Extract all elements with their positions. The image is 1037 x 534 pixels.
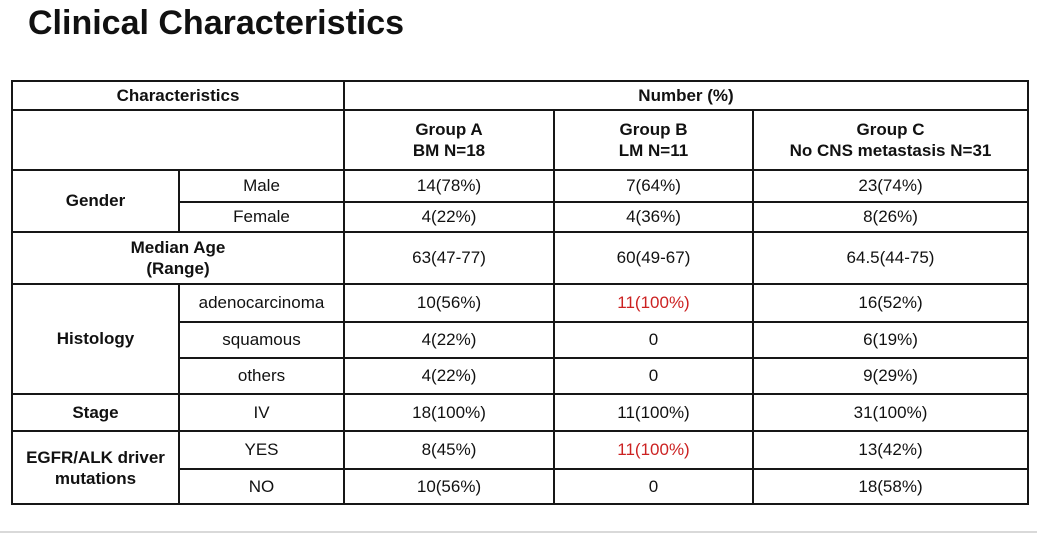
cell-squamous-group-a: 4(22%)	[343, 321, 555, 359]
cell-stage-group-a: 18(100%)	[343, 393, 555, 432]
clinical-characteristics-table: Characteristics Number (%) Group A BM N=…	[11, 80, 1029, 505]
row-label-egfr-alk-mutations: EGFR/ALK driver mutations	[11, 430, 180, 505]
group-header-row: Group A BM N=18 Group B LM N=11 Group C …	[11, 109, 1029, 171]
number-percent-header-cell: Number (%)	[343, 80, 1029, 111]
row-label-histology: Histology	[11, 283, 180, 395]
table-row: squamous 4(22%) 0 6(19%)	[12, 321, 1029, 359]
sub-label-male: Male	[178, 169, 345, 203]
group-b-header-cell: Group B LM N=11	[553, 109, 754, 171]
cell-mutations-yes-group-a: 8(45%)	[343, 430, 555, 470]
cell-adenocarcinoma-group-b: 11(100%)	[553, 283, 754, 323]
cell-adenocarcinoma-group-c: 16(52%)	[752, 283, 1029, 323]
table-row: Female 4(22%) 4(36%) 8(26%)	[12, 201, 1029, 233]
cell-squamous-group-c: 6(19%)	[752, 321, 1029, 359]
cell-male-group-c: 23(74%)	[752, 169, 1029, 203]
sub-label-stage-iv: IV	[178, 393, 345, 432]
sub-label-squamous: squamous	[178, 321, 345, 359]
row-label-gender: Gender	[11, 169, 180, 233]
table-row: others 4(22%) 0 9(29%)	[12, 357, 1029, 395]
cell-stage-group-b: 11(100%)	[553, 393, 754, 432]
table-row: EGFR/ALK driver mutations YES 8(45%) 11(…	[11, 430, 1029, 505]
sub-label-others: others	[178, 357, 345, 395]
cell-female-group-c: 8(26%)	[752, 201, 1029, 233]
characteristics-header-cell: Characteristics	[11, 80, 345, 111]
cell-stage-group-c: 31(100%)	[752, 393, 1029, 432]
group-a-header-cell: Group A BM N=18	[343, 109, 555, 171]
sub-label-adenocarcinoma: adenocarcinoma	[178, 283, 345, 323]
cell-mutations-yes-group-c: 13(42%)	[752, 430, 1029, 470]
sub-label-female: Female	[178, 201, 345, 233]
cell-others-group-a: 4(22%)	[343, 357, 555, 395]
cell-male-group-b: 7(64%)	[553, 169, 754, 203]
row-label-median-age: Median Age (Range)	[11, 231, 345, 285]
cell-female-group-a: 4(22%)	[343, 201, 555, 233]
table-row: NO 10(56%) 0 18(58%)	[12, 468, 1029, 505]
table-row: Histology adenocarcinoma 10(56%) 11(100%…	[11, 283, 1029, 395]
cell-mutations-yes-group-b: 11(100%)	[553, 430, 754, 470]
cell-male-group-a: 14(78%)	[343, 169, 555, 203]
table-header-row: Characteristics Number (%)	[11, 80, 1029, 111]
cell-median-age-group-b: 60(49-67)	[553, 231, 754, 285]
cell-mutations-no-group-a: 10(56%)	[343, 468, 555, 505]
cell-others-group-b: 0	[553, 357, 754, 395]
cell-others-group-c: 9(29%)	[752, 357, 1029, 395]
sub-label-no: NO	[178, 468, 345, 505]
cell-female-group-b: 4(36%)	[553, 201, 754, 233]
group-c-header-cell: Group C No CNS metastasis N=31	[752, 109, 1029, 171]
cell-squamous-group-b: 0	[553, 321, 754, 359]
sub-label-yes: YES	[178, 430, 345, 470]
cell-adenocarcinoma-group-a: 10(56%)	[343, 283, 555, 323]
empty-corner-cell	[11, 109, 345, 171]
row-label-stage: Stage	[11, 393, 180, 432]
cell-median-age-group-a: 63(47-77)	[343, 231, 555, 285]
table-row: Median Age (Range) 63(47-77) 60(49-67) 6…	[11, 231, 1029, 285]
page-title: Clinical Characteristics	[28, 4, 405, 42]
slide-bottom-edge	[0, 531, 1037, 533]
median-age-label-text: Median Age (Range)	[130, 238, 226, 278]
cell-mutations-no-group-c: 18(58%)	[752, 468, 1029, 505]
cell-mutations-no-group-b: 0	[553, 468, 754, 505]
table-row: Gender Male 14(78%) 7(64%) 23(74%)	[11, 169, 1029, 233]
table-row: Stage IV 18(100%) 11(100%) 31(100%)	[11, 393, 1029, 432]
cell-median-age-group-c: 64.5(44-75)	[752, 231, 1029, 285]
